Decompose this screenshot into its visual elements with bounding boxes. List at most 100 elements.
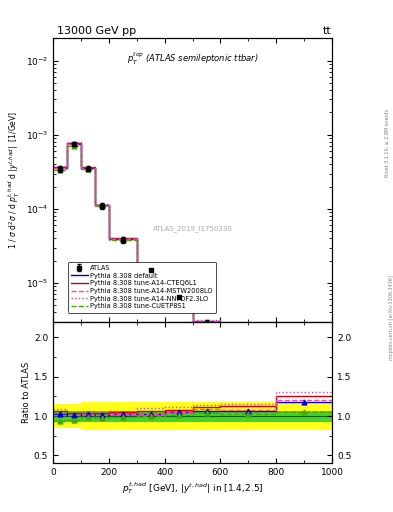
Pythia 8.308 tune-A14-CTEQ6L1 xyxy=(190,291,195,297)
Pythia 8.308 tune-A14-CTEQ6L1 xyxy=(107,236,111,242)
Pythia 8.308 tune-A14-MSTW2008LO xyxy=(107,236,111,242)
Pythia 8.308 tune-A14-NNPDF2.3LO xyxy=(64,163,70,169)
Pythia 8.308 tune-A14-MSTW2008LO xyxy=(162,292,167,298)
Pythia 8.308 tune-CUETP8S1 xyxy=(274,445,279,452)
Pythia 8.308 default xyxy=(134,266,139,272)
Line: Pythia 8.308 tune-CUETP8S1: Pythia 8.308 tune-CUETP8S1 xyxy=(53,145,332,449)
Pythia 8.308 tune-A14-NNPDF2.3LO xyxy=(93,164,97,170)
Line: Pythia 8.308 tune-A14-MSTW2008LO: Pythia 8.308 tune-A14-MSTW2008LO xyxy=(53,144,332,444)
Pythia 8.308 default xyxy=(190,292,195,298)
Pythia 8.308 tune-A14-NNPDF2.3LO xyxy=(274,357,279,363)
Pythia 8.308 tune-A14-MSTW2008LO xyxy=(107,202,111,208)
Pythia 8.308 tune-A14-NNPDF2.3LO xyxy=(107,235,111,241)
Pythia 8.308 tune-A14-MSTW2008LO xyxy=(64,141,70,147)
Pythia 8.308 tune-A14-CTEQ6L1 xyxy=(162,265,167,271)
Line: Pythia 8.308 tune-A14-CTEQ6L1: Pythia 8.308 tune-A14-CTEQ6L1 xyxy=(53,143,332,443)
Pythia 8.308 tune-CUETP8S1 xyxy=(190,293,195,300)
Pythia 8.308 tune-A14-CTEQ6L1 xyxy=(134,236,139,242)
Pythia 8.308 tune-CUETP8S1 xyxy=(93,166,97,172)
Pythia 8.308 tune-CUETP8S1 xyxy=(190,319,195,326)
Y-axis label: 1 / $\sigma$ d$^2\sigma$ / d $p_T^{t,had}$ d $|y^{t,had}|$  [1/GeV]: 1 / $\sigma$ d$^2\sigma$ / d $p_T^{t,had… xyxy=(6,111,22,249)
Pythia 8.308 default xyxy=(274,359,279,366)
Pythia 8.308 tune-A14-MSTW2008LO xyxy=(64,165,70,171)
Y-axis label: Ratio to ATLAS: Ratio to ATLAS xyxy=(22,362,31,423)
Pythia 8.308 default xyxy=(162,292,167,298)
Pythia 8.308 default xyxy=(93,202,97,208)
Pythia 8.308 tune-A14-NNPDF2.3LO xyxy=(93,201,97,207)
Pythia 8.308 tune-CUETP8S1 xyxy=(134,267,139,273)
Pythia 8.308 tune-CUETP8S1 xyxy=(162,267,167,273)
Pythia 8.308 default xyxy=(190,318,195,325)
Pythia 8.308 tune-A14-CTEQ6L1 xyxy=(218,317,223,324)
Pythia 8.308 tune-A14-MSTW2008LO xyxy=(79,164,83,170)
Pythia 8.308 tune-CUETP8S1 xyxy=(79,142,83,148)
Pythia 8.308 tune-A14-MSTW2008LO xyxy=(134,236,139,242)
Pythia 8.308 tune-A14-MSTW2008LO xyxy=(134,266,139,272)
Pythia 8.308 tune-A14-NNPDF2.3LO xyxy=(134,264,139,270)
Text: 13000 GeV pp: 13000 GeV pp xyxy=(57,26,136,36)
Pythia 8.308 tune-A14-CTEQ6L1 xyxy=(64,140,70,146)
Legend: ATLAS, Pythia 8.308 default, Pythia 8.308 tune-A14-CTEQ6L1, Pythia 8.308 tune-A1: ATLAS, Pythia 8.308 default, Pythia 8.30… xyxy=(68,262,216,313)
Pythia 8.308 tune-A14-NNPDF2.3LO xyxy=(162,264,167,270)
Text: $p_T^{top}$ (ATLAS semileptonic ttbar): $p_T^{top}$ (ATLAS semileptonic ttbar) xyxy=(127,51,259,68)
Pythia 8.308 tune-A14-NNPDF2.3LO xyxy=(79,139,83,145)
Pythia 8.308 tune-A14-CTEQ6L1 xyxy=(107,202,111,208)
Line: Pythia 8.308 tune-A14-NNPDF2.3LO: Pythia 8.308 tune-A14-NNPDF2.3LO xyxy=(53,142,332,442)
Pythia 8.308 tune-A14-NNPDF2.3LO xyxy=(64,139,70,145)
Pythia 8.308 tune-CUETP8S1 xyxy=(93,203,97,209)
Pythia 8.308 default xyxy=(218,359,223,366)
Pythia 8.308 tune-A14-CTEQ6L1 xyxy=(93,164,97,170)
Pythia 8.308 default xyxy=(79,164,83,170)
Pythia 8.308 tune-A14-CTEQ6L1 xyxy=(330,440,334,446)
Pythia 8.308 tune-A14-CTEQ6L1 xyxy=(190,317,195,324)
Pythia 8.308 tune-A14-NNPDF2.3LO xyxy=(51,163,55,169)
Pythia 8.308 tune-A14-MSTW2008LO xyxy=(274,441,279,447)
Pythia 8.308 tune-A14-CTEQ6L1 xyxy=(79,164,83,170)
Pythia 8.308 tune-A14-MSTW2008LO xyxy=(93,164,97,170)
Pythia 8.308 default xyxy=(107,236,111,242)
Pythia 8.308 default xyxy=(64,141,70,147)
Pythia 8.308 tune-A14-MSTW2008LO xyxy=(93,202,97,208)
Pythia 8.308 tune-CUETP8S1 xyxy=(274,360,279,367)
Pythia 8.308 tune-A14-CTEQ6L1 xyxy=(64,164,70,170)
Pythia 8.308 tune-A14-CTEQ6L1 xyxy=(93,202,97,208)
Pythia 8.308 tune-CUETP8S1 xyxy=(218,360,223,367)
Pythia 8.308 tune-A14-MSTW2008LO xyxy=(218,359,223,365)
Pythia 8.308 default xyxy=(51,164,55,170)
Pythia 8.308 tune-A14-MSTW2008LO xyxy=(274,359,279,365)
Text: mcplots.cern.ch [arXiv:1306.3436]: mcplots.cern.ch [arXiv:1306.3436] xyxy=(389,275,393,360)
Pythia 8.308 tune-A14-CTEQ6L1 xyxy=(162,291,167,297)
Pythia 8.308 default xyxy=(162,266,167,272)
Pythia 8.308 tune-A14-NNPDF2.3LO xyxy=(190,290,195,296)
Pythia 8.308 tune-A14-MSTW2008LO xyxy=(190,318,195,324)
Text: ATLAS_2019_I1750330: ATLAS_2019_I1750330 xyxy=(152,225,233,231)
Pythia 8.308 tune-A14-MSTW2008LO xyxy=(162,266,167,272)
Pythia 8.308 tune-A14-MSTW2008LO xyxy=(51,165,55,171)
Pythia 8.308 tune-CUETP8S1 xyxy=(107,238,111,244)
Pythia 8.308 tune-CUETP8S1 xyxy=(330,445,334,452)
Pythia 8.308 tune-A14-NNPDF2.3LO xyxy=(79,164,83,170)
Pythia 8.308 tune-A14-MSTW2008LO xyxy=(330,441,334,447)
Pythia 8.308 default xyxy=(218,318,223,325)
Pythia 8.308 tune-CUETP8S1 xyxy=(218,319,223,326)
Pythia 8.308 tune-CUETP8S1 xyxy=(107,203,111,209)
Pythia 8.308 default xyxy=(274,442,279,448)
Pythia 8.308 tune-A14-NNPDF2.3LO xyxy=(107,201,111,207)
Pythia 8.308 tune-A14-NNPDF2.3LO xyxy=(274,439,279,445)
Pythia 8.308 tune-A14-NNPDF2.3LO xyxy=(218,316,223,323)
Pythia 8.308 tune-A14-NNPDF2.3LO xyxy=(134,235,139,241)
Pythia 8.308 tune-A14-NNPDF2.3LO xyxy=(218,357,223,363)
X-axis label: $p_T^{t,had}$ [GeV], $|y^{t,had}|$ in [1.4,2.5]: $p_T^{t,had}$ [GeV], $|y^{t,had}|$ in [1… xyxy=(122,480,263,496)
Text: Rivet 3.1.10, ≥ 2.8M events: Rivet 3.1.10, ≥ 2.8M events xyxy=(385,109,389,178)
Pythia 8.308 tune-CUETP8S1 xyxy=(79,166,83,172)
Pythia 8.308 tune-A14-MSTW2008LO xyxy=(190,292,195,298)
Pythia 8.308 default xyxy=(93,164,97,170)
Pythia 8.308 tune-CUETP8S1 xyxy=(162,293,167,300)
Line: Pythia 8.308 default: Pythia 8.308 default xyxy=(53,144,332,445)
Pythia 8.308 default xyxy=(330,442,334,448)
Pythia 8.308 tune-A14-CTEQ6L1 xyxy=(51,164,55,170)
Text: tt: tt xyxy=(323,26,331,36)
Pythia 8.308 tune-A14-MSTW2008LO xyxy=(79,141,83,147)
Pythia 8.308 default xyxy=(64,164,70,170)
Pythia 8.308 tune-A14-NNPDF2.3LO xyxy=(190,316,195,323)
